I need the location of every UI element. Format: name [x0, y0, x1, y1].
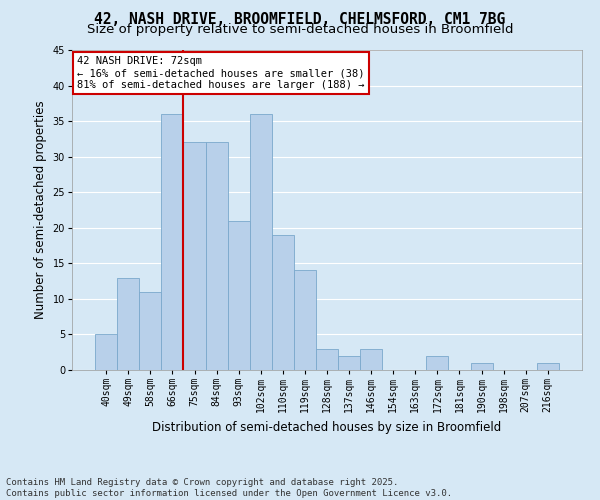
Bar — [272, 235, 294, 370]
Bar — [294, 270, 316, 370]
Bar — [95, 334, 117, 370]
Bar — [117, 278, 139, 370]
Text: 42, NASH DRIVE, BROOMFIELD, CHELMSFORD, CM1 7BG: 42, NASH DRIVE, BROOMFIELD, CHELMSFORD, … — [94, 12, 506, 28]
Bar — [338, 356, 360, 370]
Bar — [316, 348, 338, 370]
Bar — [470, 363, 493, 370]
X-axis label: Distribution of semi-detached houses by size in Broomfield: Distribution of semi-detached houses by … — [152, 420, 502, 434]
Bar — [537, 363, 559, 370]
Text: Contains HM Land Registry data © Crown copyright and database right 2025.
Contai: Contains HM Land Registry data © Crown c… — [6, 478, 452, 498]
Bar — [161, 114, 184, 370]
Bar — [250, 114, 272, 370]
Bar — [184, 142, 206, 370]
Bar — [227, 220, 250, 370]
Bar — [427, 356, 448, 370]
Bar — [139, 292, 161, 370]
Bar — [206, 142, 227, 370]
Y-axis label: Number of semi-detached properties: Number of semi-detached properties — [34, 100, 47, 320]
Text: 42 NASH DRIVE: 72sqm
← 16% of semi-detached houses are smaller (38)
81% of semi-: 42 NASH DRIVE: 72sqm ← 16% of semi-detac… — [77, 56, 365, 90]
Bar — [360, 348, 382, 370]
Text: Size of property relative to semi-detached houses in Broomfield: Size of property relative to semi-detach… — [87, 22, 513, 36]
